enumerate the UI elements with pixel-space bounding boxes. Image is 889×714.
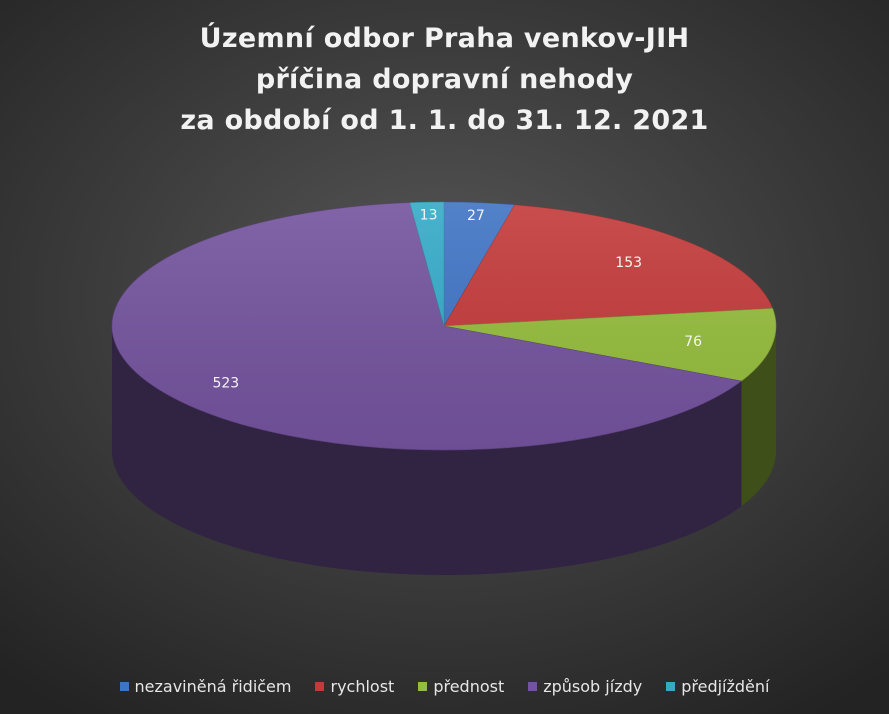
legend-item-0: nezaviněná řidičem xyxy=(119,677,292,696)
legend-item-3: způsob jízdy xyxy=(528,677,642,696)
chart-title-line-3: za období od 1. 1. do 31. 12. 2021 xyxy=(180,105,709,136)
legend-label-0: nezaviněná řidičem xyxy=(134,677,292,696)
legend-swatch-3 xyxy=(528,682,538,691)
chart-title: Územní odbor Praha venkov-JIH příčina do… xyxy=(0,18,889,141)
legend-swatch-0 xyxy=(119,682,129,691)
data-label-1: 153 xyxy=(615,255,642,271)
legend-label-1: rychlost xyxy=(330,677,395,696)
legend-item-4: předjíždění xyxy=(666,677,769,696)
data-label-4: 13 xyxy=(420,208,438,224)
chart-title-line-2: příčina dopravní nehody xyxy=(255,64,634,95)
legend-label-4: předjíždění xyxy=(681,677,770,696)
data-label-0: 27 xyxy=(467,208,485,224)
legend-item-2: přednost xyxy=(418,677,504,696)
legend-swatch-2 xyxy=(418,682,428,691)
data-label-3: 523 xyxy=(212,376,239,392)
pie-side-3 xyxy=(112,326,742,575)
legend-swatch-4 xyxy=(666,682,676,691)
data-label-2: 76 xyxy=(684,334,702,350)
legend-label-2: přednost xyxy=(433,677,505,696)
chart-legend: nezaviněná řidičem rychlost přednost způsob… xyxy=(0,677,889,696)
chart-title-line-1: Územní odbor Praha venkov-JIH xyxy=(199,23,690,54)
legend-swatch-1 xyxy=(315,682,325,691)
legend-item-1: rychlost xyxy=(315,677,394,696)
legend-label-3: způsob jízdy xyxy=(543,677,643,696)
